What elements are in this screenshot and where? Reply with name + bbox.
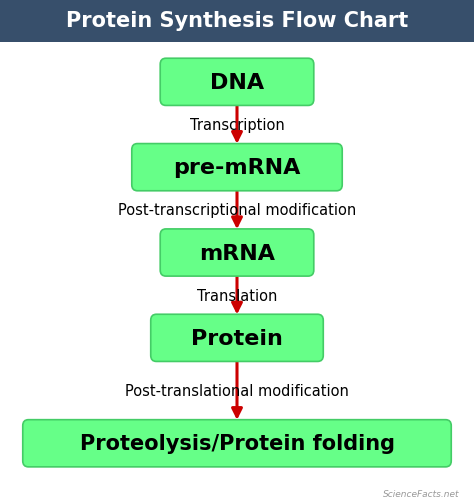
Text: Protein: Protein (191, 328, 283, 348)
Text: ScienceFacts.net: ScienceFacts.net (383, 489, 460, 498)
FancyBboxPatch shape (132, 144, 342, 191)
FancyBboxPatch shape (160, 59, 314, 106)
FancyBboxPatch shape (23, 420, 451, 467)
Text: Transcription: Transcription (190, 118, 284, 133)
Text: mRNA: mRNA (199, 243, 275, 263)
Text: Translation: Translation (197, 288, 277, 303)
Text: Post-transcriptional modification: Post-transcriptional modification (118, 203, 356, 218)
FancyBboxPatch shape (160, 229, 314, 277)
Text: Post-translational modification: Post-translational modification (125, 383, 349, 398)
FancyBboxPatch shape (151, 315, 323, 362)
FancyBboxPatch shape (0, 0, 474, 43)
Text: pre-mRNA: pre-mRNA (173, 158, 301, 178)
Text: DNA: DNA (210, 73, 264, 93)
Text: Proteolysis/Protein folding: Proteolysis/Protein folding (80, 433, 394, 453)
Text: Protein Synthesis Flow Chart: Protein Synthesis Flow Chart (66, 12, 408, 31)
